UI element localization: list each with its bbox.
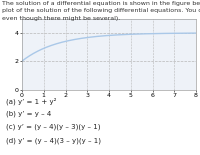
Text: even though there might be several).: even though there might be several). bbox=[2, 16, 120, 21]
Text: (a) y’ = 1 + y²: (a) y’ = 1 + y² bbox=[6, 98, 57, 105]
Text: (c) y’ = (y – 4)(y – 3)(y – 1): (c) y’ = (y – 4)(y – 3)(y – 1) bbox=[6, 124, 101, 131]
Text: The solution of a differential equation is shown in the figure below. Explain wh: The solution of a differential equation … bbox=[2, 1, 200, 6]
Text: (d) y’ = (y – 4)(3 – y)(y – 1): (d) y’ = (y – 4)(3 – y)(y – 1) bbox=[6, 137, 101, 144]
Text: plot of the solution of the following differential equations. You only need to p: plot of the solution of the following di… bbox=[2, 8, 200, 13]
Text: (b) y’ = y – 4: (b) y’ = y – 4 bbox=[6, 111, 51, 117]
